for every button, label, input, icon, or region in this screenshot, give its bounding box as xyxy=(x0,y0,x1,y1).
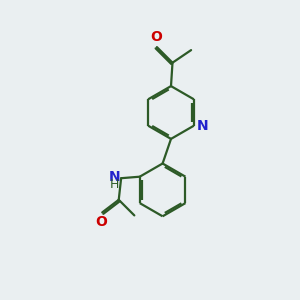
Text: O: O xyxy=(150,30,162,44)
Text: H: H xyxy=(110,178,119,191)
Text: N: N xyxy=(197,119,208,133)
Text: O: O xyxy=(95,215,107,230)
Text: N: N xyxy=(108,170,120,184)
